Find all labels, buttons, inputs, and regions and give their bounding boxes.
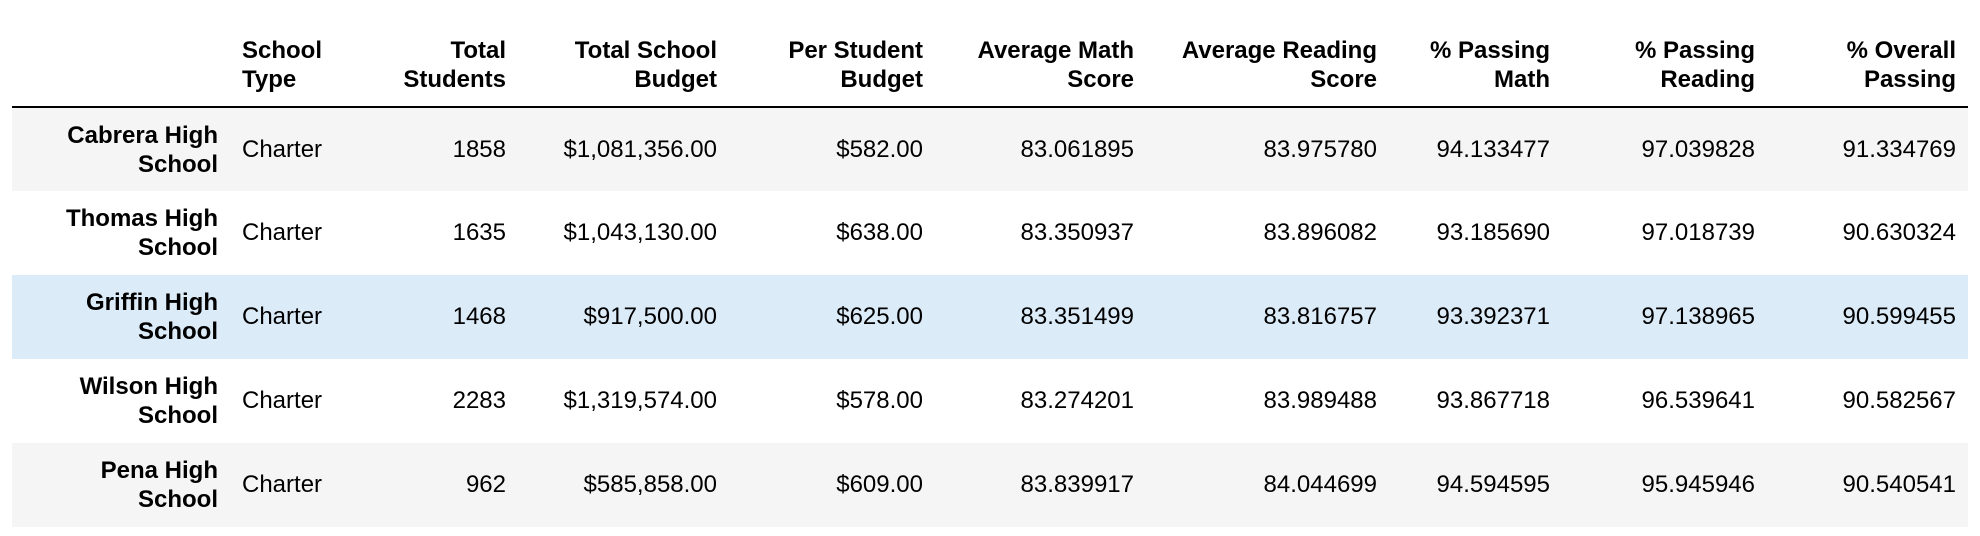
table-row: Thomas High School Charter 1635 $1,043,1… (12, 191, 1968, 275)
index-header-cell (12, 36, 230, 108)
column-header-per-student-budget: Per Student Budget (729, 36, 935, 108)
row-index-school-name: Cabrera High School (67, 121, 218, 178)
row-index-school-name: Pena High School (100, 457, 218, 513)
cell-per-student-budget: $582.00 (836, 135, 923, 163)
cell-pct-passing-math: 93.867718 (1436, 387, 1550, 414)
cell-average-reading-score: 83.989488 (1263, 387, 1377, 414)
table-header: School Type Total Students Total School … (12, 36, 1968, 108)
cell-school-type: Charter (242, 219, 323, 246)
dataframe-output: School Type Total Students Total School … (12, 36, 1968, 527)
table-row: Pena High School Charter 962 $585,858.00… (12, 443, 1968, 527)
table-body: Cabrera High School Charter 1858 $1,081,… (12, 107, 1968, 527)
cell-total-students: 2283 (452, 387, 506, 414)
cell-average-math-score: 83.061895 (1020, 135, 1134, 163)
cell-average-math-score: 83.350937 (1020, 219, 1134, 246)
cell-total-students: 1858 (452, 135, 506, 163)
cell-pct-passing-reading: 97.039828 (1641, 135, 1755, 163)
cell-pct-overall-passing: 91.334769 (1842, 135, 1956, 163)
column-header-pct-passing-reading: % Passing Reading (1562, 36, 1767, 108)
column-header-total-school-budget: Total School Budget (518, 36, 729, 108)
column-header-pct-overall-passing: % Overall Passing (1767, 36, 1968, 108)
row-index-school-name: Wilson High School (79, 373, 218, 429)
cell-total-students: 962 (465, 471, 506, 498)
cell-per-student-budget: $638.00 (836, 219, 923, 246)
cell-school-type: Charter (242, 471, 323, 498)
row-index-school-name: Griffin High School (86, 289, 218, 345)
cell-pct-passing-math: 93.185690 (1436, 219, 1550, 246)
cell-total-students: 1635 (452, 219, 506, 246)
cell-total-students: 1468 (452, 303, 506, 330)
column-header-school-type: School Type (230, 36, 364, 108)
cell-total-school-budget: $585,858.00 (583, 471, 717, 498)
table-row: Wilson High School Charter 2283 $1,319,5… (12, 359, 1968, 443)
cell-total-school-budget: $917,500.00 (583, 303, 717, 330)
cell-pct-passing-math: 93.392371 (1436, 303, 1550, 330)
cell-per-student-budget: $609.00 (836, 471, 923, 498)
cell-average-math-score: 83.351499 (1020, 303, 1134, 330)
cell-average-reading-score: 83.896082 (1263, 219, 1377, 246)
cell-total-school-budget: $1,043,130.00 (563, 219, 717, 246)
cell-pct-passing-reading: 97.018739 (1641, 219, 1755, 246)
table-row: Cabrera High School Charter 1858 $1,081,… (12, 107, 1968, 191)
cell-average-reading-score: 84.044699 (1263, 471, 1377, 498)
cell-per-student-budget: $578.00 (836, 387, 923, 414)
column-header-pct-passing-math: % Passing Math (1389, 36, 1562, 108)
cell-pct-overall-passing: 90.540541 (1842, 471, 1956, 498)
cell-pct-passing-reading: 97.138965 (1641, 303, 1755, 330)
school-summary-table: School Type Total Students Total School … (12, 36, 1968, 527)
cell-average-reading-score: 83.975780 (1263, 135, 1377, 163)
cell-per-student-budget: $625.00 (836, 303, 923, 330)
cell-average-math-score: 83.274201 (1020, 387, 1134, 414)
cell-pct-overall-passing: 90.599455 (1842, 303, 1956, 330)
cell-average-reading-score: 83.816757 (1263, 303, 1377, 330)
cell-average-math-score: 83.839917 (1020, 471, 1134, 498)
cell-total-school-budget: $1,319,574.00 (563, 387, 717, 414)
cell-pct-overall-passing: 90.582567 (1842, 387, 1956, 414)
cell-school-type: Charter (242, 387, 323, 414)
table-row-highlighted: Griffin High School Charter 1468 $917,50… (12, 275, 1968, 359)
cell-pct-overall-passing: 90.630324 (1842, 219, 1956, 246)
column-header-average-math-score: Average Math Score (935, 36, 1146, 108)
cell-pct-passing-math: 94.594595 (1436, 471, 1550, 498)
column-header-average-reading-score: Average Reading Score (1146, 36, 1389, 108)
cell-pct-passing-reading: 96.539641 (1641, 387, 1755, 414)
header-row: School Type Total Students Total School … (12, 36, 1968, 108)
column-header-total-students: Total Students (364, 36, 518, 108)
cell-pct-passing-math: 94.133477 (1436, 135, 1550, 163)
cell-pct-passing-reading: 95.945946 (1641, 471, 1755, 498)
cell-school-type: Charter (242, 303, 323, 330)
row-index-school-name: Thomas High School (65, 205, 218, 261)
cell-total-school-budget: $1,081,356.00 (563, 135, 717, 163)
cell-school-type: Charter (242, 135, 323, 163)
